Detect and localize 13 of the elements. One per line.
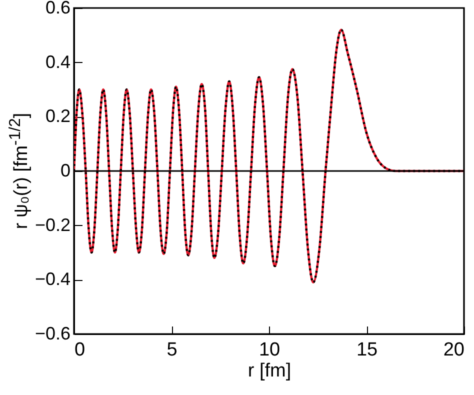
x-axis-title: r [fm] [248,360,292,382]
y-tick-label: 0.6 [45,0,70,18]
y-tick-label: 0 [60,160,70,180]
x-tick-label: 0 [74,340,86,360]
x-tick-label: 15 [356,340,378,360]
y-tick-label: −0.6 [34,324,70,344]
y-tick-label: 0.4 [45,52,70,72]
x-tick-label: 20 [443,340,464,360]
y-tick-label: −0.2 [34,214,70,235]
x-tick-label: 10 [258,340,280,360]
x-tick-label: 5 [166,340,178,360]
y-tick-label: −0.4 [34,269,70,290]
y-tick-label: 0.2 [45,106,70,126]
